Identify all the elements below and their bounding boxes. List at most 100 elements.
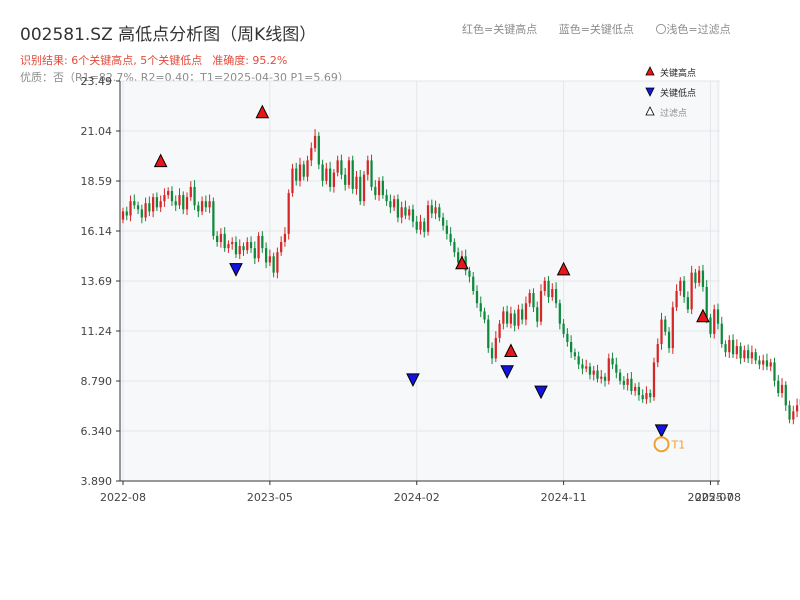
candle-body: [743, 350, 746, 359]
candle-body: [490, 348, 494, 359]
candle-body: [494, 337, 497, 359]
y-tick-label: 3.890: [81, 475, 113, 488]
candle-body: [362, 174, 366, 202]
candle-body: [453, 242, 456, 253]
candle-body: [577, 356, 580, 365]
candle-body: [570, 342, 573, 353]
candle-body: [185, 197, 189, 210]
candle-body: [581, 364, 584, 369]
candle-body: [675, 291, 678, 308]
candle-body: [121, 211, 125, 220]
candle-body: [524, 303, 528, 320]
candle-body: [457, 252, 460, 263]
candle-body: [682, 280, 686, 298]
candle-body: [129, 201, 132, 216]
candle-body: [287, 193, 290, 234]
candle-body: [483, 311, 486, 320]
y-tick-label: 8.790: [81, 375, 113, 388]
top-legend-red: 红色=关键高点: [462, 23, 538, 36]
candle-body: [298, 164, 302, 181]
candle-body: [231, 242, 234, 245]
candle-body: [393, 199, 396, 208]
candle-body: [588, 366, 592, 375]
candle-body: [517, 309, 520, 326]
candle-body: [276, 252, 279, 273]
candle-body: [780, 384, 784, 394]
candle-body: [754, 352, 757, 361]
x-tick-label: 2024-11: [541, 491, 587, 504]
candle-body: [381, 180, 384, 196]
candle-body: [351, 160, 354, 189]
candle-body: [652, 362, 656, 398]
candle-body: [174, 201, 177, 206]
candle-body: [385, 195, 388, 202]
candle-body: [784, 384, 787, 406]
candle-body: [125, 211, 128, 216]
key-low-marker: [654, 424, 669, 439]
key-low-marker: [500, 365, 514, 379]
candle-body: [739, 346, 742, 359]
candle-body: [792, 411, 795, 420]
y-tick-label: 16.14: [81, 225, 113, 238]
candle-body: [735, 346, 738, 355]
candle-body: [626, 378, 629, 385]
candle-body: [795, 405, 799, 412]
candle-body: [295, 168, 298, 181]
candle-body: [705, 286, 708, 318]
candle-body: [242, 246, 245, 251]
accuracy-text: 准确度: 95.2%: [212, 54, 288, 67]
candle-body: [698, 270, 701, 283]
candle-body: [197, 205, 200, 212]
candle-body: [498, 323, 501, 338]
candle-body: [321, 164, 324, 181]
y-tick-label: 6.340: [81, 425, 113, 438]
candle-body: [133, 201, 136, 206]
candle-body: [408, 209, 411, 216]
candle-body: [468, 270, 471, 277]
candle-body: [249, 242, 253, 249]
candle-body: [182, 195, 185, 210]
candle-body: [505, 311, 509, 324]
candle-body: [280, 242, 283, 253]
candle-body: [724, 344, 727, 353]
candle-body: [268, 256, 271, 263]
candle-body: [664, 319, 667, 332]
candle-body: [200, 201, 204, 212]
candle-body: [671, 307, 674, 349]
key-high-marker: [556, 261, 571, 276]
legend-label: 过滤点: [660, 107, 687, 119]
y-tick-label: 18.59: [81, 175, 113, 188]
candle-body: [634, 386, 637, 391]
candle-body: [291, 168, 294, 194]
top-legend-blue: 蓝色=关键低点: [558, 23, 634, 36]
key-high-marker: [153, 153, 168, 168]
t1-marker: [653, 436, 670, 453]
key-low-marker: [534, 385, 548, 400]
candle-body: [238, 246, 241, 255]
candle-body: [136, 205, 140, 210]
result-text: 识别结果: 6个关键高点, 5个关键低点: [20, 54, 203, 67]
candle-body: [547, 280, 550, 298]
key-high-marker: [255, 104, 270, 119]
candle-body: [679, 280, 682, 291]
candle-body: [332, 172, 336, 187]
candle-body: [272, 256, 275, 273]
t1-label: T1: [671, 438, 686, 451]
candle-body: [449, 233, 452, 243]
candle-body: [600, 376, 603, 379]
candle-body: [151, 197, 155, 212]
candle-body: [344, 174, 347, 185]
candle-body: [660, 319, 663, 345]
candle-body: [426, 205, 430, 232]
candle-body: [317, 135, 320, 165]
candle-body: [622, 380, 625, 385]
candle-body: [419, 221, 422, 230]
candle-body: [615, 364, 618, 373]
candle-body: [472, 276, 475, 291]
candle-body: [144, 203, 147, 218]
legend-label: 关键低点: [660, 87, 696, 99]
candle-body: [155, 197, 159, 208]
key-high-marker: [696, 308, 710, 323]
key-high-marker: [504, 343, 518, 357]
candle-body: [731, 339, 735, 355]
